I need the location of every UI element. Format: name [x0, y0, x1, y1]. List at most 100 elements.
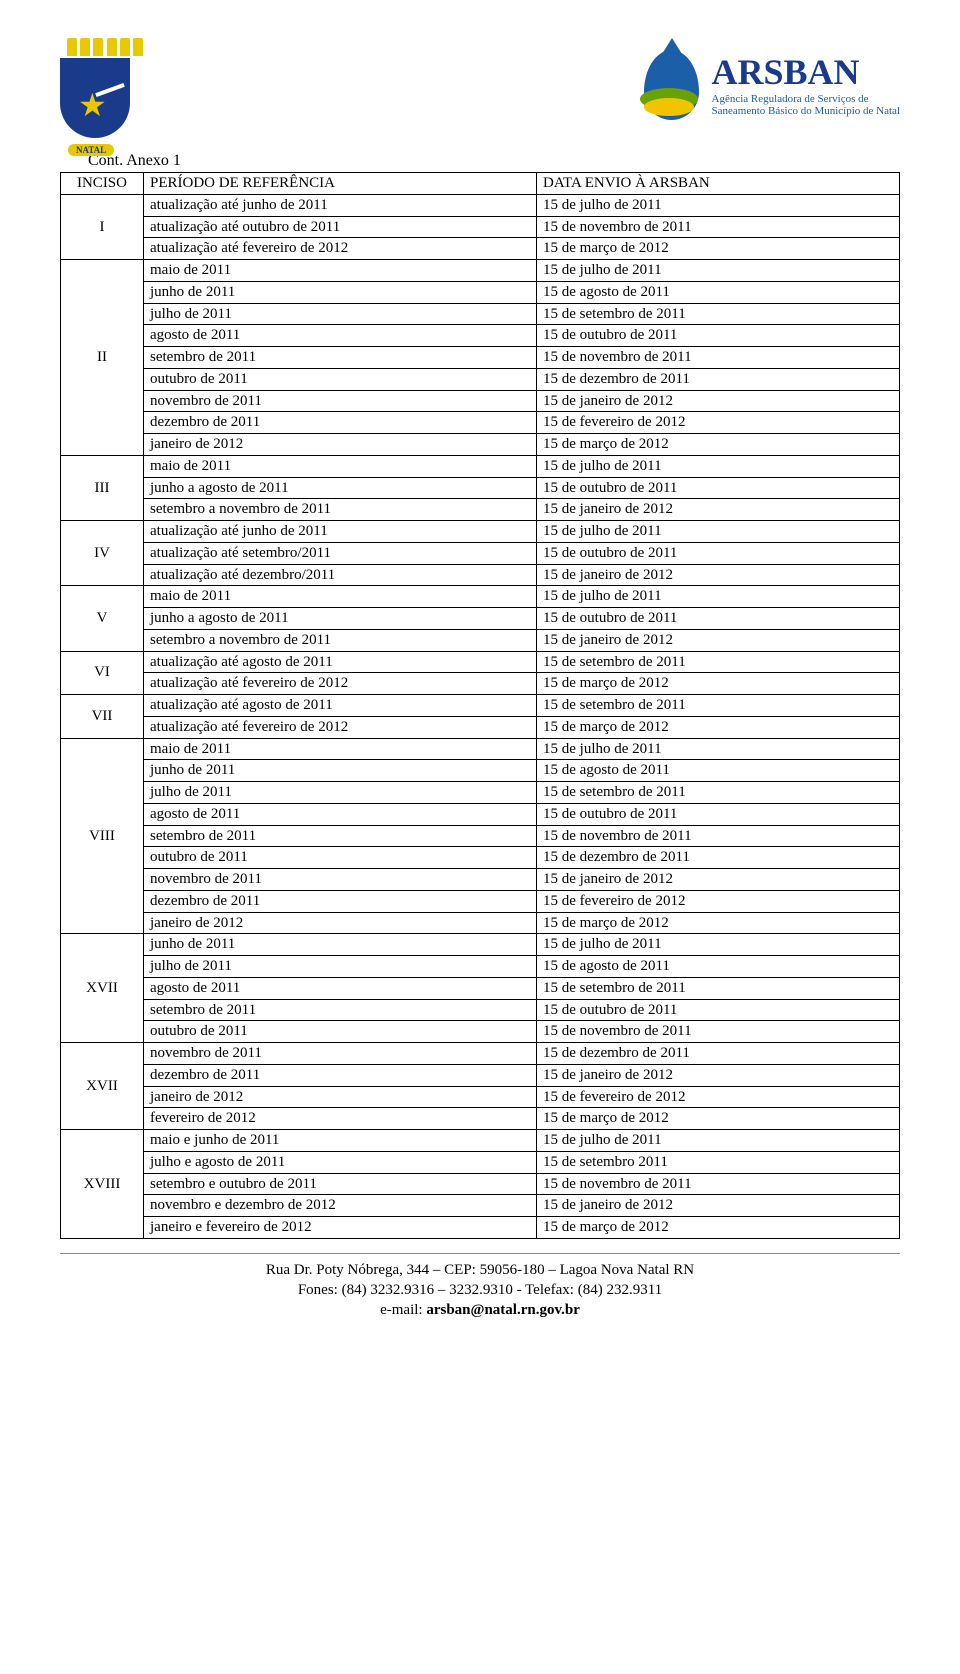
table-row: julho e agosto de 201115 de setembro 201… — [61, 1151, 900, 1173]
th-periodo: PERÍODO DE REFERÊNCIA — [144, 173, 537, 195]
periodo-cell: junho a agosto de 2011 — [144, 477, 537, 499]
envio-cell: 15 de janeiro de 2012 — [537, 564, 900, 586]
periodo-cell: outubro de 2011 — [144, 1021, 537, 1043]
envio-cell: 15 de outubro de 2011 — [537, 477, 900, 499]
periodo-cell: junho de 2011 — [144, 281, 537, 303]
envio-cell: 15 de dezembro de 2011 — [537, 1043, 900, 1065]
table-row: janeiro e fevereiro de 201215 de março d… — [61, 1217, 900, 1239]
envio-cell: 15 de janeiro de 2012 — [537, 629, 900, 651]
footer-line2: Fones: (84) 3232.9316 – 3232.9310 - Tele… — [60, 1280, 900, 1300]
envio-cell: 15 de dezembro de 2011 — [537, 847, 900, 869]
table-row: atualização até outubro de 201115 de nov… — [61, 216, 900, 238]
periodo-cell: julho de 2011 — [144, 956, 537, 978]
arsban-logo: ARSBAN Agência Reguladora de Serviços de… — [634, 40, 900, 130]
periodo-cell: atualização até setembro/2011 — [144, 542, 537, 564]
periodo-cell: setembro a novembro de 2011 — [144, 629, 537, 651]
envio-cell: 15 de agosto de 2011 — [537, 760, 900, 782]
table-row: atualização até fevereiro de 201215 de m… — [61, 238, 900, 260]
table-row: setembro e outubro de 201115 de novembro… — [61, 1173, 900, 1195]
th-envio: DATA ENVIO À ARSBAN — [537, 173, 900, 195]
table-row: outubro de 201115 de dezembro de 2011 — [61, 368, 900, 390]
table-row: julho de 201115 de setembro de 2011 — [61, 303, 900, 325]
periodo-cell: junho de 2011 — [144, 760, 537, 782]
envio-cell: 15 de agosto de 2011 — [537, 281, 900, 303]
envio-cell: 15 de outubro de 2011 — [537, 325, 900, 347]
periodo-cell: janeiro e fevereiro de 2012 — [144, 1217, 537, 1239]
periodo-cell: novembro de 2011 — [144, 1043, 537, 1065]
periodo-cell: dezembro de 2011 — [144, 890, 537, 912]
periodo-cell: julho e agosto de 2011 — [144, 1151, 537, 1173]
table-row: Iatualização até junho de 201115 de julh… — [61, 194, 900, 216]
envio-cell: 15 de novembro de 2011 — [537, 216, 900, 238]
footer: Rua Dr. Poty Nóbrega, 344 – CEP: 59056-1… — [60, 1260, 900, 1321]
natal-logo: ★ NATAL — [60, 40, 150, 150]
table-row: atualização até fevereiro de 201215 de m… — [61, 716, 900, 738]
periodo-cell: atualização até fevereiro de 2012 — [144, 673, 537, 695]
table-row: novembro e dezembro de 201215 de janeiro… — [61, 1195, 900, 1217]
periodo-cell: atualização até junho de 2011 — [144, 194, 537, 216]
periodo-cell: setembro e outubro de 2011 — [144, 1173, 537, 1195]
table-row: novembro de 201115 de janeiro de 2012 — [61, 390, 900, 412]
periodo-cell: maio de 2011 — [144, 455, 537, 477]
periodo-cell: novembro de 2011 — [144, 869, 537, 891]
periodo-cell: junho a agosto de 2011 — [144, 608, 537, 630]
crown-icon — [65, 38, 145, 58]
envio-cell: 15 de fevereiro de 2012 — [537, 890, 900, 912]
envio-cell: 15 de março de 2012 — [537, 1108, 900, 1130]
periodo-cell: agosto de 2011 — [144, 803, 537, 825]
table-row: fevereiro de 201215 de março de 2012 — [61, 1108, 900, 1130]
inciso-cell: XVIII — [61, 1130, 144, 1239]
envio-cell: 15 de março de 2012 — [537, 673, 900, 695]
periodo-cell: novembro e dezembro de 2012 — [144, 1195, 537, 1217]
footer-email: arsban@natal.rn.gov.br — [426, 1302, 580, 1318]
envio-cell: 15 de março de 2012 — [537, 434, 900, 456]
table-row: IVatualização até junho de 201115 de jul… — [61, 521, 900, 543]
table-row: XVIIjunho de 201115 de julho de 2011 — [61, 934, 900, 956]
table-row: janeiro de 201215 de fevereiro de 2012 — [61, 1086, 900, 1108]
inciso-cell: VI — [61, 651, 144, 695]
envio-cell: 15 de março de 2012 — [537, 1217, 900, 1239]
cont-anexo-label: Cont. Anexo 1 — [88, 152, 900, 170]
table-row: dezembro de 201115 de janeiro de 2012 — [61, 1064, 900, 1086]
envio-cell: 15 de novembro de 2011 — [537, 347, 900, 369]
main-table: INCISO PERÍODO DE REFERÊNCIA DATA ENVIO … — [60, 172, 900, 1239]
inciso-cell: V — [61, 586, 144, 651]
envio-cell: 15 de janeiro de 2012 — [537, 390, 900, 412]
footer-line1: Rua Dr. Poty Nóbrega, 344 – CEP: 59056-1… — [60, 1260, 900, 1280]
periodo-cell: novembro de 2011 — [144, 390, 537, 412]
envio-cell: 15 de outubro de 2011 — [537, 608, 900, 630]
table-row: agosto de 201115 de setembro de 2011 — [61, 977, 900, 999]
envio-cell: 15 de dezembro de 2011 — [537, 368, 900, 390]
footer-email-label: e-mail: — [380, 1302, 426, 1318]
footer-divider — [60, 1253, 900, 1254]
envio-cell: 15 de julho de 2011 — [537, 586, 900, 608]
periodo-cell: janeiro de 2012 — [144, 912, 537, 934]
inciso-cell: VII — [61, 695, 144, 739]
table-row: XVIInovembro de 201115 de dezembro de 20… — [61, 1043, 900, 1065]
table-row: setembro de 201115 de outubro de 2011 — [61, 999, 900, 1021]
table-row: atualização até fevereiro de 201215 de m… — [61, 673, 900, 695]
table-row: XVIIImaio e junho de 201115 de julho de … — [61, 1130, 900, 1152]
table-row: dezembro de 201115 de fevereiro de 2012 — [61, 412, 900, 434]
envio-cell: 15 de julho de 2011 — [537, 455, 900, 477]
table-body: Iatualização até junho de 2011 15 de julh… — [61, 194, 900, 1238]
envio-cell: 15 de março de 2012 — [537, 912, 900, 934]
periodo-cell: atualização até fevereiro de 2012 — [144, 238, 537, 260]
table-row: janeiro de 201215 de março de 2012 — [61, 912, 900, 934]
table-row: agosto de 201115 de outubro de 2011 — [61, 803, 900, 825]
envio-cell: 15 de julho de 2011 — [537, 738, 900, 760]
table-row: julho de 201115 de agosto de 2011 — [61, 956, 900, 978]
inciso-cell: I — [61, 194, 144, 259]
inciso-cell: IV — [61, 521, 144, 586]
periodo-cell: setembro a novembro de 2011 — [144, 499, 537, 521]
periodo-cell: setembro de 2011 — [144, 825, 537, 847]
envio-cell: 15 de outubro de 2011 — [537, 542, 900, 564]
inciso-cell: XVII — [61, 1043, 144, 1130]
table-row: janeiro de 201215 de março de 2012 — [61, 434, 900, 456]
footer-line3: e-mail: arsban@natal.rn.gov.br — [60, 1300, 900, 1320]
envio-cell: 15 de outubro de 2011 — [537, 803, 900, 825]
envio-cell: 15 de fevereiro de 2012 — [537, 1086, 900, 1108]
table-row: setembro a novembro de 201115 de janeiro… — [61, 629, 900, 651]
envio-cell: 15 de janeiro de 2012 — [537, 1064, 900, 1086]
periodo-cell: maio de 2011 — [144, 586, 537, 608]
